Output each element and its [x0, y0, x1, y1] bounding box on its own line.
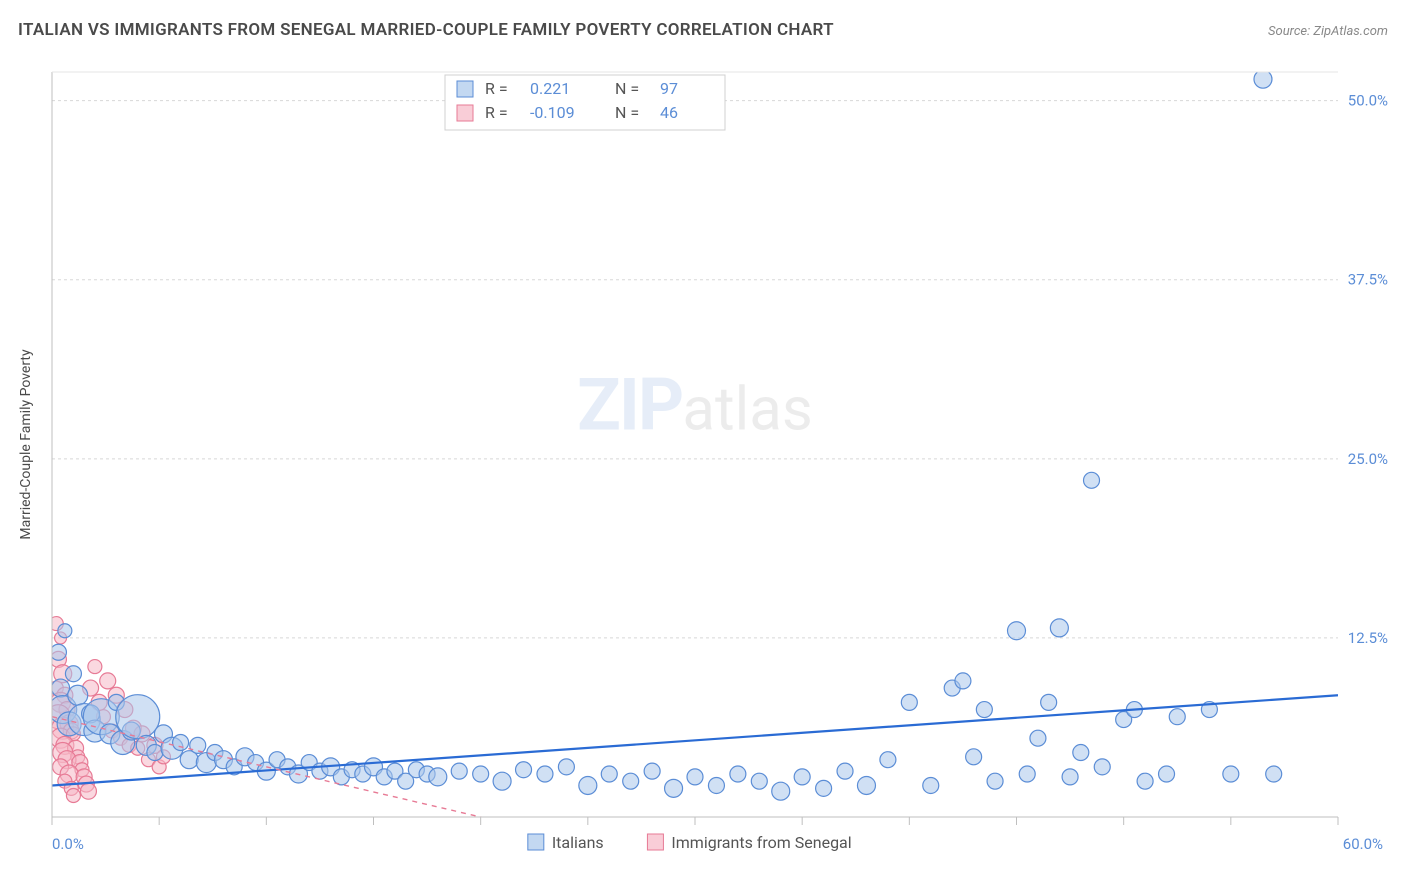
data-point	[665, 779, 683, 797]
data-point	[1169, 709, 1185, 725]
data-point	[516, 762, 532, 778]
data-point	[66, 789, 80, 803]
chart-title: ITALIAN VS IMMIGRANTS FROM SENEGAL MARRI…	[18, 20, 834, 40]
data-point	[80, 783, 96, 799]
data-point	[493, 772, 511, 790]
data-point	[857, 776, 875, 794]
legend-r-value: -0.109	[530, 103, 575, 122]
data-point	[794, 769, 810, 785]
legend-swatch	[457, 105, 473, 121]
trend-line	[52, 717, 1338, 892]
data-point	[116, 695, 160, 739]
plot-area	[46, 70, 1338, 892]
legend-r-label: R =	[485, 103, 508, 122]
data-point	[1019, 766, 1035, 782]
data-point	[901, 694, 917, 710]
y-tick-label: 25.0%	[1348, 450, 1388, 468]
data-point	[1008, 622, 1026, 640]
data-point	[1050, 619, 1068, 637]
data-point	[88, 660, 102, 674]
x-tick-label: 0.0%	[52, 835, 84, 853]
data-point	[58, 624, 72, 638]
data-point	[1266, 766, 1282, 782]
data-point	[1041, 694, 1057, 710]
data-point	[1084, 472, 1100, 488]
data-point	[52, 679, 70, 697]
data-point	[147, 745, 163, 761]
legend-swatch	[457, 81, 473, 97]
legend-r-label: R =	[485, 79, 508, 98]
data-point	[1030, 730, 1046, 746]
data-point	[708, 777, 724, 793]
data-point	[1094, 759, 1110, 775]
legend-swatch	[647, 834, 663, 850]
legend-n-label: N =	[615, 103, 639, 122]
data-point	[955, 673, 971, 689]
legend-n-value: 46	[660, 103, 678, 122]
data-point	[1223, 766, 1239, 782]
data-point	[558, 759, 574, 775]
data-point	[730, 766, 746, 782]
legend-label: Italians	[552, 833, 604, 852]
data-point	[451, 763, 467, 779]
data-point	[579, 776, 597, 794]
data-point	[1062, 769, 1078, 785]
data-point	[100, 673, 116, 689]
data-point	[65, 666, 81, 682]
data-point	[772, 782, 790, 800]
data-point	[1073, 745, 1089, 761]
data-point	[50, 644, 66, 660]
data-point	[1159, 766, 1175, 782]
legend-label: Immigrants from Senegal	[671, 833, 851, 852]
legend-n-value: 97	[660, 79, 678, 98]
data-point	[537, 766, 553, 782]
watermark: ZIPatlas	[577, 363, 813, 448]
data-point	[987, 773, 1003, 789]
data-point	[1254, 70, 1272, 88]
data-point	[601, 766, 617, 782]
x-tick-label: 60.0%	[1343, 835, 1383, 853]
data-point	[923, 777, 939, 793]
data-point	[687, 769, 703, 785]
data-point	[644, 763, 660, 779]
y-tick-label: 50.0%	[1348, 92, 1388, 110]
data-point	[473, 766, 489, 782]
data-point	[976, 702, 992, 718]
chart-svg: ITALIAN VS IMMIGRANTS FROM SENEGAL MARRI…	[0, 0, 1406, 892]
correlation-chart: ITALIAN VS IMMIGRANTS FROM SENEGAL MARRI…	[0, 0, 1406, 892]
source-label: Source: ZipAtlas.com	[1268, 24, 1388, 39]
data-point	[623, 773, 639, 789]
data-point	[966, 749, 982, 765]
y-tick-label: 37.5%	[1348, 271, 1388, 289]
data-point	[751, 773, 767, 789]
y-axis-label: Married-Couple Family Poverty	[18, 349, 34, 540]
legend-r-value: 0.221	[530, 79, 570, 98]
data-point	[190, 737, 206, 753]
data-point	[816, 780, 832, 796]
data-point	[429, 768, 447, 786]
data-point	[1137, 773, 1153, 789]
y-tick-label: 12.5%	[1348, 629, 1388, 647]
data-point	[173, 735, 189, 751]
legend-swatch	[528, 834, 544, 850]
legend-n-label: N =	[615, 79, 639, 98]
data-point	[68, 685, 88, 705]
data-point	[880, 752, 896, 768]
data-point	[837, 763, 853, 779]
